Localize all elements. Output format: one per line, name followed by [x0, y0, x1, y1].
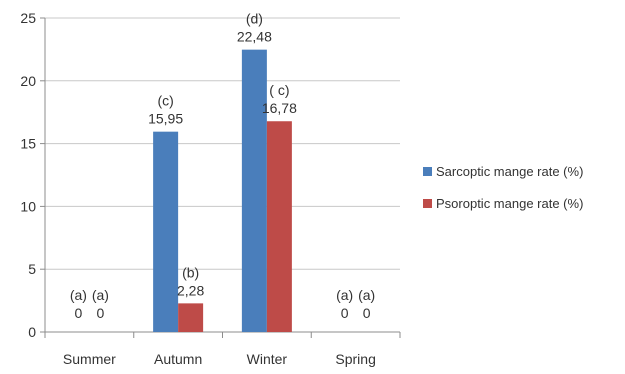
group-label: (a): [358, 287, 375, 303]
group-label: ( c): [269, 82, 289, 98]
x-tick-label: Autumn: [154, 351, 202, 367]
legend-label: Sarcoptic mange rate (%): [436, 164, 583, 179]
group-label: (a): [336, 287, 353, 303]
x-tick-label: Winter: [247, 351, 288, 367]
group-label: (a): [92, 287, 109, 303]
y-tick-label: 0: [28, 324, 36, 340]
y-tick-label: 5: [28, 261, 36, 277]
group-label: (c): [157, 93, 173, 109]
x-tick-label: Summer: [63, 351, 116, 367]
data-label: 16,78: [262, 100, 297, 116]
bar: [153, 131, 179, 332]
y-tick-label: 15: [20, 136, 36, 152]
bar: [178, 303, 204, 332]
data-label: 2,28: [177, 282, 204, 298]
data-label: 0: [363, 305, 371, 321]
y-tick-label: 10: [20, 198, 36, 214]
data-label: 15,95: [148, 111, 183, 127]
group-label: (a): [70, 287, 87, 303]
y-tick-label: 20: [20, 73, 36, 89]
data-label: 22,48: [237, 29, 272, 45]
legend-swatch: [423, 199, 432, 208]
x-tick-label: Spring: [335, 351, 375, 367]
data-label: 0: [96, 305, 104, 321]
bar: [266, 121, 292, 333]
legend-swatch: [423, 167, 432, 176]
y-tick-label: 25: [20, 10, 36, 26]
group-label: (d): [246, 11, 263, 27]
group-label: (b): [182, 264, 199, 280]
legend-label: Psoroptic mange rate (%): [436, 196, 583, 211]
bar: [241, 49, 267, 333]
data-label: 0: [74, 305, 82, 321]
data-label: 0: [341, 305, 349, 321]
